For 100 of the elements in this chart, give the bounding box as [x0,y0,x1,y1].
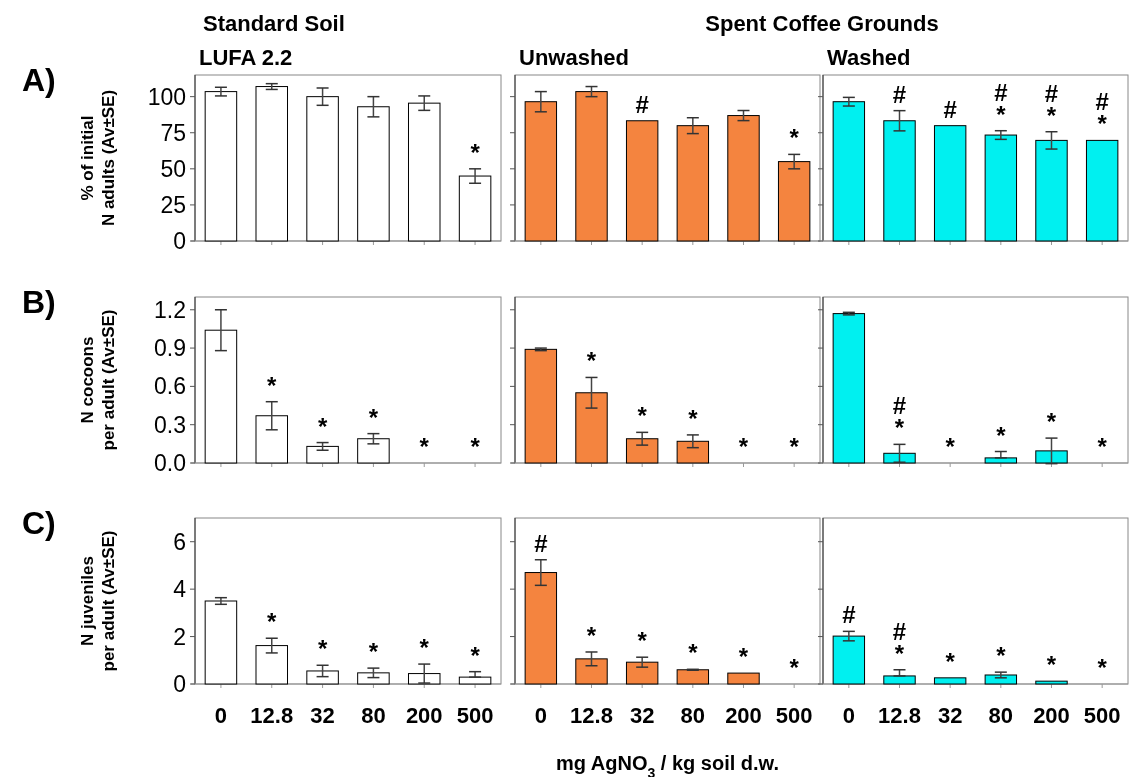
x-tick-label: 12.8 [570,703,613,728]
x-tick-label: 32 [629,703,655,728]
bar [458,676,492,685]
chart-title: Standard Soil [203,11,345,36]
bar [1035,139,1068,242]
data-label: * [637,402,648,430]
x-tick-label: 0 [842,703,855,728]
data-label: # [635,90,649,118]
data-label: * [368,403,379,431]
data-label: * [637,627,648,655]
data-label: * [267,371,278,399]
bar [575,658,608,685]
data-label: * [586,621,597,649]
data-label: * [945,647,956,675]
bar [255,645,289,685]
bar [832,313,866,464]
data-label: * [470,138,481,166]
y-tick-label: 0.9 [154,335,186,362]
bar [204,329,238,464]
y-tick-label: 25 [160,191,186,218]
y-tick-label: 2 [173,623,186,650]
bar [357,438,390,464]
bar [984,674,1018,685]
bar [625,661,659,685]
data-label: # * [1044,79,1059,129]
x-tick-label: 500 [775,703,813,728]
bar [357,672,390,685]
text: B) [22,284,56,320]
chart-subtitle: Unwashed [519,45,630,70]
data-label: * [688,404,699,432]
bar [407,102,441,242]
data-label: # [943,95,957,123]
data-label: * [1097,654,1108,681]
bar [676,669,710,685]
x-tick-label: 0 [214,703,228,728]
bar [625,120,659,242]
chart-title: Spent Coffee Grounds [705,11,939,36]
y-tick-label: 50 [160,155,186,182]
data-label: * [267,608,278,636]
x-tick-label: 12.8 [878,703,921,728]
y-axis-title: N cocoons per adult (Av±SE) [78,309,118,451]
x-tick-label: 80 [988,703,1014,728]
data-label: * [1097,433,1108,460]
data-label: * [945,433,956,460]
y-tick-label: 0.3 [154,411,186,438]
bar [357,106,390,242]
x-tick-label: 200 [405,703,443,728]
x-tick-label: 0 [534,703,547,728]
text: A) [22,62,56,98]
bar [524,348,558,464]
bar [575,392,608,464]
x-tick-label: 32 [310,703,335,728]
data-label: # [892,80,907,108]
data-label: * [470,433,481,460]
bar [832,635,866,685]
y-tick-label: 0 [173,228,186,255]
bar [1085,139,1119,242]
bar [883,675,916,685]
x-tick-label: 500 [456,703,494,728]
data-label: * [1046,651,1057,679]
data-label: * [789,433,800,460]
data-label: # * [1095,88,1109,138]
y-tick-label: 1.2 [154,296,186,323]
y-axis-title: % of initial N adults (Av±SE) [78,89,118,227]
bar [255,86,289,242]
data-label: * [688,639,699,667]
data-label: * [419,634,430,662]
x-tick-label: 200 [1033,703,1070,728]
x-tick-label: 80 [680,703,706,728]
bar [777,161,811,242]
bar [676,440,710,464]
bar [984,457,1018,464]
chart-subtitle: Washed [827,45,911,70]
bar [727,115,760,242]
x-tick-label: 12.8 [250,703,294,728]
x-tick-label: 500 [1083,703,1121,728]
data-label: * [1046,408,1057,436]
data-label: # * [892,392,907,442]
bar [255,415,289,464]
y-tick-label: 0.6 [154,373,186,400]
y-tick-label: 6 [173,528,186,555]
x-tick-label: 200 [725,703,762,728]
bar [832,101,866,242]
bar [306,96,339,242]
y-axis-title: N juveniles per adult (Av±SE) [78,530,118,672]
bar [676,125,710,242]
bar [933,125,967,242]
data-label: * [317,635,328,663]
bar [524,101,558,242]
bar [204,600,238,685]
y-tick-label: 75 [160,119,186,146]
data-label: # * [994,78,1008,128]
bar [524,572,558,685]
data-label: * [419,433,430,460]
data-label: * [738,643,749,671]
bar [883,120,916,242]
y-tick-label: 4 [173,576,187,603]
text: C) [22,505,56,541]
data-label: * [996,421,1007,449]
bar [575,91,608,242]
